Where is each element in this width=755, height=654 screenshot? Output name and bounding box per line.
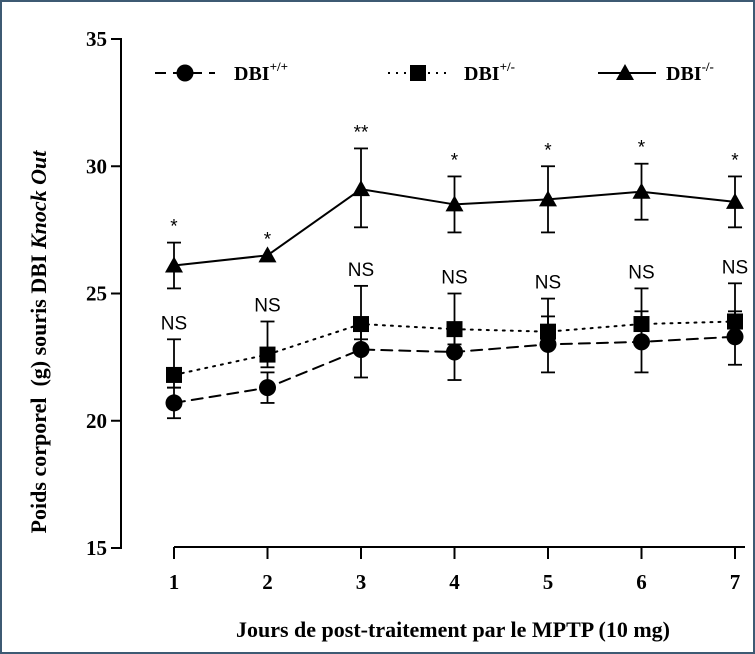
- significance-star: **: [354, 122, 369, 143]
- data-point: [540, 323, 556, 340]
- legend-label-superscript: -/-: [702, 59, 714, 74]
- significance-star: *: [638, 138, 646, 159]
- significance-star: *: [170, 217, 178, 238]
- data-point: [165, 394, 183, 412]
- series-layer: [165, 147, 744, 420]
- data-point: [446, 343, 463, 361]
- data-point: [352, 340, 370, 358]
- significance-ns: NS: [441, 268, 467, 289]
- legend-label-name: DBI: [234, 63, 270, 85]
- significance-star: *: [264, 229, 272, 250]
- legend-entry: DBI+/-: [388, 59, 515, 85]
- significance-star: *: [731, 150, 739, 171]
- y-axis-title-italic: Knock Out: [26, 150, 51, 250]
- significance-star: *: [544, 140, 552, 161]
- y-tick-label: 35: [86, 27, 107, 51]
- legend-marker: [176, 64, 194, 82]
- annotations: * NS * NS ** NS * NS * NS * NS * NS: [161, 122, 748, 334]
- legend-label: DBI-/-: [666, 59, 714, 85]
- data-point: [446, 321, 463, 338]
- data-point: [633, 316, 650, 333]
- legend-entry: DBI-/-: [598, 59, 714, 85]
- legend-label: DBI+/+: [234, 59, 288, 85]
- y-tick-label: 30: [86, 154, 107, 178]
- legend-label-superscript: +/+: [270, 59, 288, 74]
- x-axis-title: Jours de post-traitement par le MPTP (10…: [236, 617, 670, 642]
- legend-label-name: DBI: [464, 63, 500, 85]
- x-tick-label: 3: [356, 570, 367, 594]
- significance-ns: NS: [161, 313, 187, 334]
- data-point: [353, 316, 369, 333]
- significance-star: *: [451, 150, 459, 171]
- data-point: [445, 195, 464, 212]
- data-point: [727, 313, 743, 330]
- data-point: [632, 182, 651, 199]
- y-tick-label: 15: [86, 536, 107, 560]
- legend-label-superscript: +/-: [500, 59, 515, 74]
- legend-entry: DBI+/+: [155, 59, 288, 85]
- data-point: [633, 333, 650, 351]
- y-tick-label: 25: [86, 282, 107, 306]
- legend: DBI+/+ DBI+/- DBI-/-: [155, 59, 714, 85]
- series-triangle: [165, 147, 744, 290]
- x-tick-label: 7: [730, 570, 741, 594]
- data-point: [258, 246, 277, 263]
- data-point: [259, 379, 276, 397]
- axes: 15 20 25 30 35 1 2 3 4 5 6 7: [86, 27, 745, 594]
- legend-marker: [616, 64, 634, 80]
- series-square: [166, 282, 743, 389]
- y-tick-label: 20: [86, 409, 107, 433]
- data-point: [539, 190, 557, 207]
- x-tick-label: 4: [449, 570, 460, 594]
- significance-ns: NS: [348, 260, 374, 281]
- data-point: [726, 192, 744, 209]
- x-tick-label: 1: [169, 570, 180, 594]
- legend-marker: [410, 65, 426, 81]
- y-axis-title: Poids corporel (g) souris DBI Knock Out: [26, 150, 51, 534]
- significance-ns: NS: [722, 257, 748, 278]
- x-tick-label: 6: [636, 570, 647, 594]
- x-tick-label: 5: [543, 570, 554, 594]
- data-point: [165, 256, 183, 273]
- data-point: [352, 180, 370, 197]
- y-axis-title-main: Poids corporel (g) souris DBI: [26, 249, 51, 533]
- significance-ns: NS: [254, 295, 280, 316]
- data-point: [259, 346, 276, 363]
- x-tick-label: 2: [262, 570, 273, 594]
- data-point: [166, 366, 182, 383]
- significance-ns: NS: [535, 273, 561, 294]
- legend-label: DBI+/-: [464, 59, 515, 85]
- legend-label-name: DBI: [666, 63, 702, 85]
- significance-ns: NS: [628, 262, 654, 283]
